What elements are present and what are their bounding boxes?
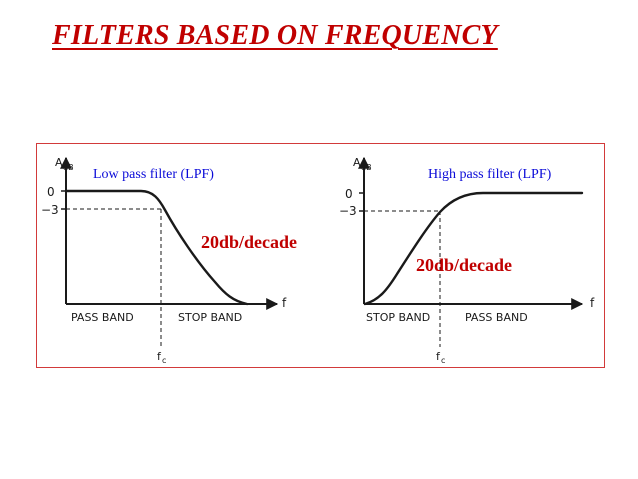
lpf-x-axis-label: f: [282, 296, 287, 310]
lpf-y-axis-label: A: [55, 156, 63, 169]
lpf-tick-minus3: −3: [41, 203, 59, 217]
lpf-panel: A dB 0 −3 f PASS BAND STOP BAND f c Low …: [41, 156, 297, 365]
hpf-cutoff-label: f: [436, 350, 441, 363]
hpf-response-curve: [363, 191, 584, 306]
hpf-x-axis-label: f: [590, 296, 595, 310]
hpf-y-axis-label: A: [353, 156, 361, 169]
filter-diagram-frame: A dB 0 −3 f PASS BAND STOP BAND f c Low …: [36, 143, 605, 368]
lpf-cutoff-label: f: [157, 350, 162, 363]
filter-diagram: A dB 0 −3 f PASS BAND STOP BAND f c Low …: [41, 156, 595, 365]
hpf-stop-band-label: STOP BAND: [366, 311, 430, 324]
hpf-tick-minus3: −3: [339, 204, 357, 218]
hpf-cutoff-sub: c: [441, 356, 445, 365]
hpf-tick-0: 0: [345, 187, 353, 201]
lpf-tick-0: 0: [47, 185, 55, 199]
slide-title: FILTERS BASED ON FREQUENCY: [52, 20, 498, 51]
hpf-y-axis-sub: dB: [361, 163, 372, 172]
lpf-cutoff-sub: c: [162, 356, 166, 365]
lpf-y-axis-sub: dB: [63, 163, 74, 172]
hpf-panel: A dB 0 −3 f STOP BAND PASS BAND f c High…: [339, 156, 595, 365]
lpf-caption: Low pass filter (LPF): [93, 167, 214, 182]
lpf-response-curve: [64, 189, 249, 306]
lpf-slope-label: 20db/decade: [201, 232, 297, 252]
hpf-slope-label: 20db/decade: [416, 255, 512, 275]
lpf-stop-band-label: STOP BAND: [178, 311, 242, 324]
hpf-pass-band-label: PASS BAND: [465, 311, 528, 324]
hpf-caption: High pass filter (LPF): [428, 167, 552, 182]
lpf-pass-band-label: PASS BAND: [71, 311, 134, 324]
